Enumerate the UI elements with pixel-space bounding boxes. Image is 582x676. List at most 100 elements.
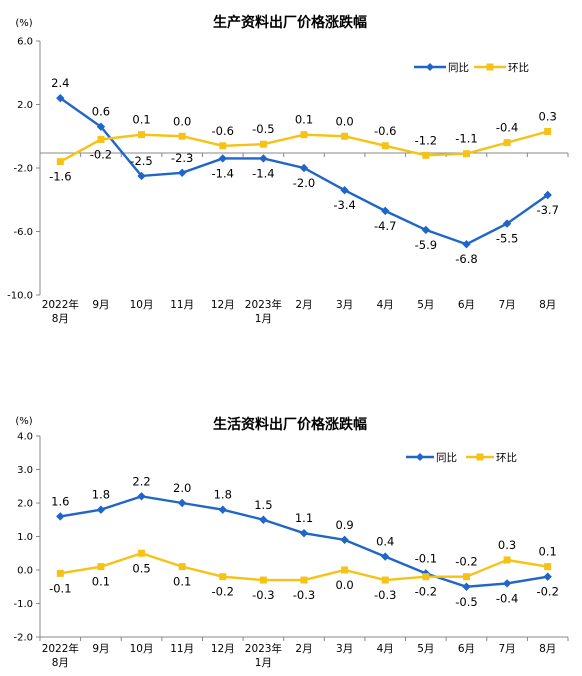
data-point-marker	[422, 573, 430, 581]
x-tick-label: 2022年	[42, 642, 79, 655]
x-tick-label: 1月	[255, 657, 272, 669]
data-label: 1.5	[254, 498, 272, 512]
data-label: -0.2	[90, 147, 112, 161]
data-point-marker	[259, 576, 267, 584]
data-point-marker	[259, 154, 268, 163]
data-point-marker	[138, 549, 146, 557]
data-point-marker	[56, 512, 65, 521]
legend-label: 同比	[448, 61, 469, 74]
data-label: 0.3	[539, 109, 557, 123]
y-tick-label: 0.0	[17, 566, 33, 577]
data-label: 0.3	[498, 538, 516, 552]
data-point-marker	[341, 132, 349, 140]
data-point-marker	[300, 576, 308, 584]
x-tick-label: 10月	[130, 643, 154, 655]
data-label: -6.8	[455, 252, 477, 266]
data-label: -2.5	[130, 154, 152, 168]
data-point-marker	[422, 151, 430, 159]
data-label: -5.5	[496, 232, 518, 246]
x-tick-label: 9月	[92, 299, 109, 311]
x-tick-label: 2022年	[42, 298, 79, 311]
data-point-marker	[96, 505, 106, 514]
data-label: 1.1	[295, 511, 313, 525]
x-tick-label: 12月	[211, 299, 235, 311]
y-tick-label: -10.0	[7, 291, 33, 302]
y-tick-label: 2.0	[17, 100, 33, 111]
data-label: -0.4	[496, 591, 518, 605]
x-tick-label: 11月	[170, 299, 194, 311]
y-tick-label: 2.0	[17, 499, 33, 510]
x-tick-label: 7月	[498, 643, 515, 655]
data-label: 0.1	[539, 545, 557, 559]
data-point-marker	[137, 171, 146, 181]
data-label: 2.4	[51, 76, 69, 90]
data-point-marker	[381, 552, 390, 561]
data-label: -1.6	[49, 170, 71, 184]
x-tick-label: 8月	[539, 299, 556, 311]
data-label: 0.1	[295, 113, 313, 127]
data-label: 0.5	[132, 561, 150, 575]
data-point-marker	[503, 556, 511, 564]
data-label: -0.3	[374, 588, 396, 602]
data-point-marker	[299, 528, 309, 538]
data-label: -0.6	[374, 124, 396, 138]
data-label: -3.4	[333, 198, 355, 212]
data-label: -2.0	[293, 176, 315, 190]
data-point-marker	[502, 219, 512, 228]
data-point-marker	[503, 139, 511, 147]
data-point-marker	[543, 572, 552, 581]
data-point-marker	[462, 573, 470, 581]
x-tick-label: 2023年	[245, 642, 282, 655]
data-point-marker	[178, 132, 186, 140]
legend-label: 环比	[508, 61, 529, 74]
x-tick-label: 5月	[417, 643, 434, 655]
legend-label: 同比	[436, 451, 457, 464]
data-point-marker	[97, 135, 105, 143]
y-tick-label: -2.0	[13, 633, 33, 644]
y-tick-label: -6.0	[13, 227, 33, 238]
data-label: -0.1	[49, 581, 71, 595]
data-label: -2.3	[171, 151, 193, 165]
x-tick-label: 6月	[458, 299, 475, 311]
x-tick-label: 3月	[336, 643, 353, 655]
data-label: -1.4	[252, 166, 274, 180]
data-point-marker	[381, 206, 390, 216]
data-label: -0.5	[455, 595, 477, 609]
data-point-marker	[340, 186, 349, 195]
x-tick-label: 2月	[295, 299, 312, 311]
data-label: -0.3	[293, 588, 315, 602]
data-label: -0.2	[455, 555, 477, 569]
y-tick-label: -2.0	[13, 164, 33, 175]
y-tick-label: 3.0	[17, 465, 33, 476]
data-label: 0.0	[173, 114, 191, 128]
data-label: -1.4	[212, 166, 234, 180]
data-label: -0.5	[252, 122, 274, 136]
data-point-marker	[97, 563, 105, 571]
data-label: -0.3	[252, 588, 274, 602]
chart-1: 生产资料出厂价格涨跌幅 (%) 6.0 2.0 -2.0 -6.0 -10.0 2022年 8月…	[7, 14, 569, 325]
data-point-marker	[96, 122, 106, 131]
data-point-marker	[177, 168, 187, 177]
data-label: -1.2	[415, 133, 437, 147]
data-label: -0.6	[212, 124, 234, 138]
y-unit-label: (%)	[15, 18, 32, 29]
data-point-marker	[381, 142, 389, 150]
data-label: 0.0	[335, 578, 353, 592]
data-label: 1.8	[92, 488, 110, 502]
data-label: 0.9	[335, 518, 353, 532]
data-point-marker	[462, 150, 470, 158]
data-point-marker	[462, 582, 471, 591]
legend-marker	[426, 63, 434, 71]
y-tick-label: 1.0	[17, 532, 33, 543]
data-point-marker	[340, 535, 349, 545]
chart-title: 生活资料出厂价格涨跌幅	[213, 416, 367, 433]
x-tick-label: 12月	[211, 643, 235, 655]
data-point-marker	[218, 505, 227, 514]
data-point-marker	[543, 190, 552, 200]
data-label: 0.1	[173, 575, 191, 589]
data-point-marker	[259, 140, 267, 148]
data-label: -0.4	[496, 121, 518, 135]
x-tick-label: 10月	[130, 299, 154, 311]
data-point-marker	[178, 563, 186, 571]
